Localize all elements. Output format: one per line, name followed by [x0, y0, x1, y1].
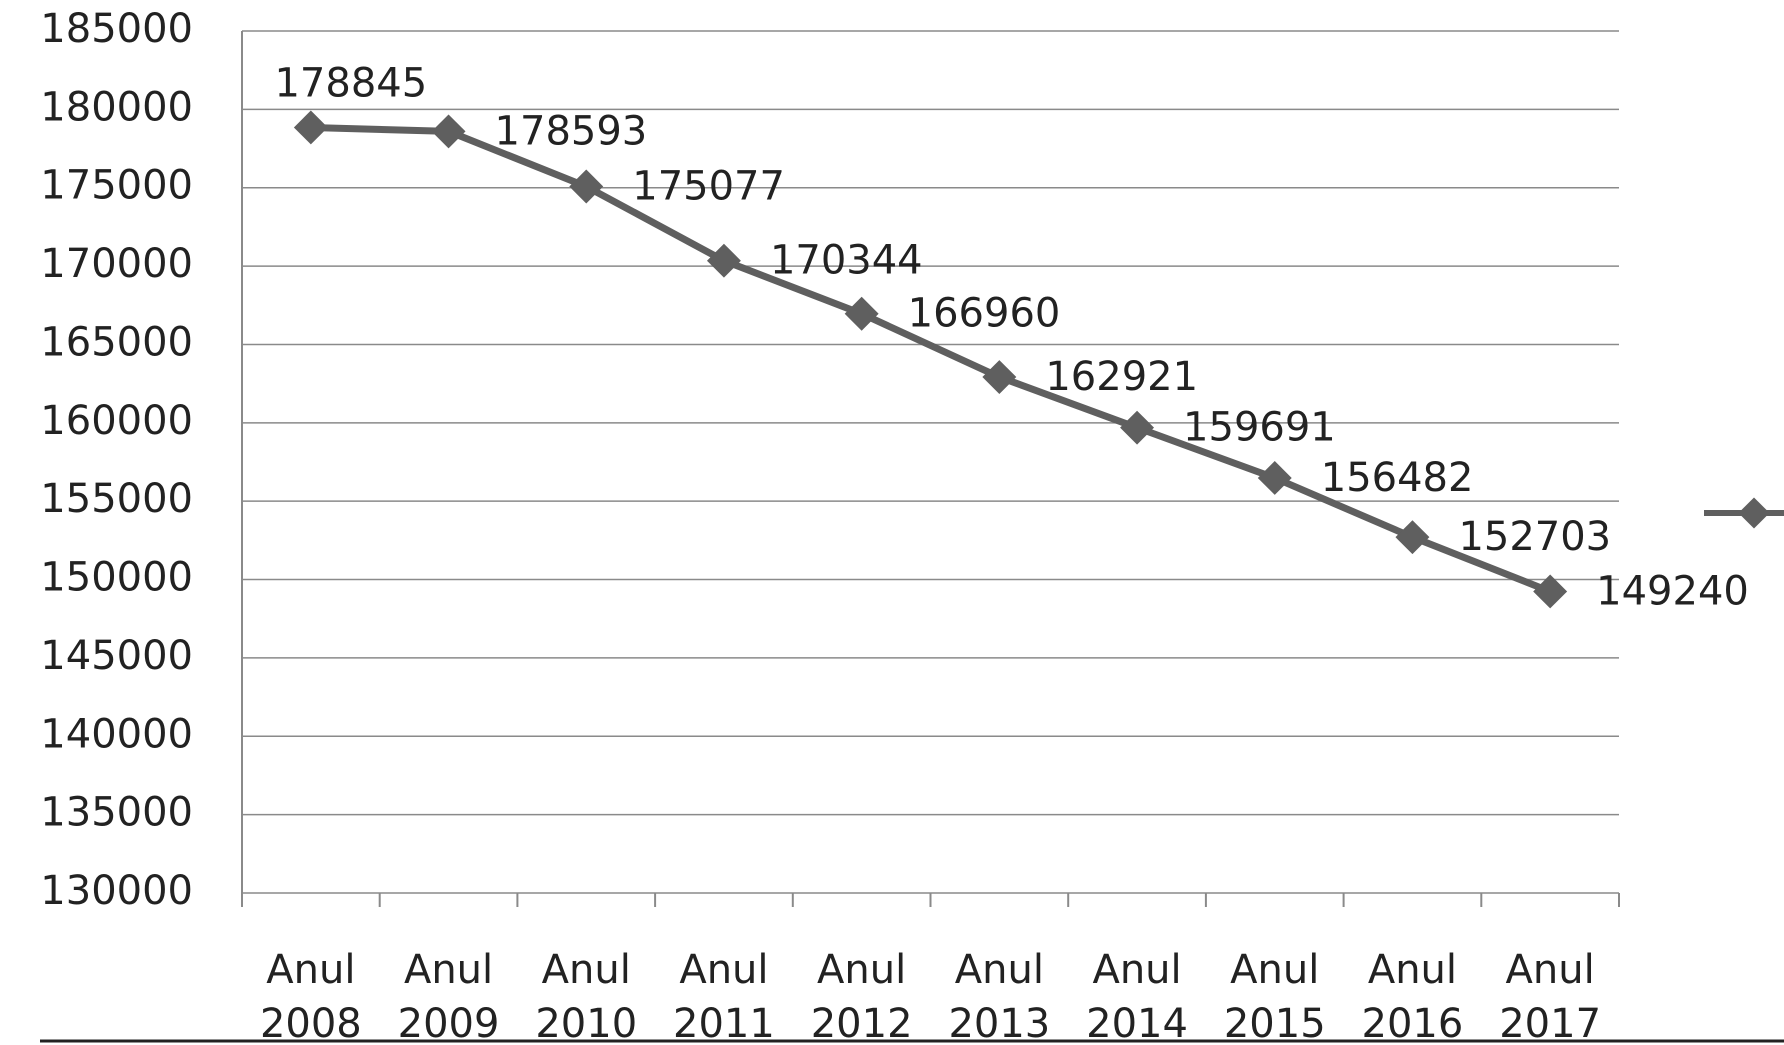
data-label: 178845	[274, 60, 427, 106]
point-marker	[1395, 520, 1430, 555]
data-label: 170344	[770, 238, 923, 284]
point-marker	[1533, 574, 1568, 609]
data-label: 178593	[495, 108, 648, 154]
data-label: 162921	[1045, 354, 1198, 400]
y-tick-label: 170000	[40, 241, 193, 287]
data-label: 156482	[1321, 455, 1474, 501]
y-tick-label: 165000	[40, 319, 193, 365]
x-tick-label: Anul 2008	[259, 947, 362, 1045]
point-marker	[1120, 410, 1155, 445]
y-tick-label: 185000	[40, 6, 193, 52]
y-tick-label: 155000	[40, 476, 193, 522]
point-marker	[1257, 460, 1292, 495]
y-tick-label: 130000	[40, 868, 193, 914]
data-label: 152703	[1458, 514, 1611, 560]
y-tick-label: 135000	[40, 790, 193, 836]
point-marker	[569, 169, 604, 204]
data-label: 175077	[632, 164, 785, 210]
x-tick-label: Anul 2010	[535, 947, 638, 1045]
x-tick-label: Anul 2015	[1223, 947, 1326, 1045]
y-tick-label: 140000	[40, 711, 193, 757]
point-marker	[293, 110, 328, 145]
point-marker	[982, 360, 1017, 395]
y-tick-label: 180000	[40, 84, 193, 130]
x-tick-label: Anul 2011	[673, 947, 775, 1045]
point-marker	[431, 114, 466, 149]
y-tick-label: 175000	[40, 163, 193, 209]
data-label: 149240	[1596, 568, 1749, 614]
y-tick-label: 160000	[40, 398, 193, 444]
x-tick-label: Anul 2009	[397, 947, 500, 1045]
y-tick-label: 145000	[40, 633, 193, 679]
x-tick-label: Anul 2013	[948, 947, 1051, 1045]
y-tick-label: 150000	[40, 555, 193, 601]
x-tick-label: Anul 2017	[1499, 947, 1602, 1045]
point-marker	[706, 243, 741, 278]
series-line	[310, 123, 1552, 595]
data-label: 166960	[908, 291, 1061, 337]
data-label: 159691	[1183, 405, 1336, 451]
point-marker	[844, 296, 879, 331]
x-tick-label: Anul 2016	[1361, 947, 1464, 1045]
legend-marker	[1738, 497, 1770, 529]
x-tick-label: Anul 2012	[810, 947, 913, 1045]
x-tick-label: Anul 2014	[1086, 947, 1188, 1045]
